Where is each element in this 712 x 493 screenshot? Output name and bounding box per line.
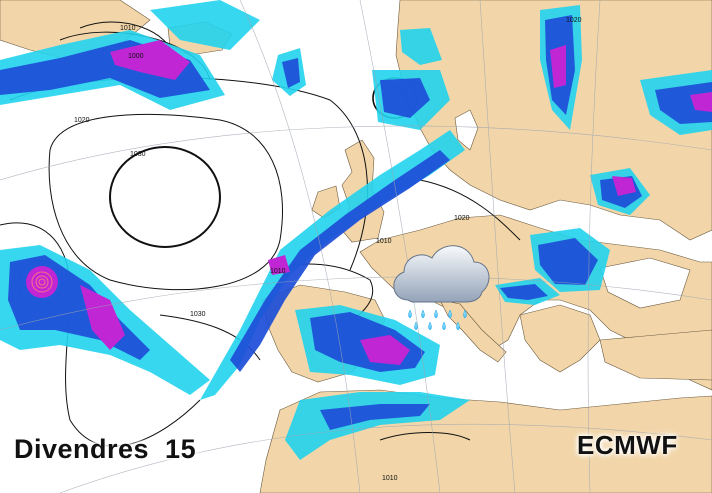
isobar-label: 1020 [74,117,90,124]
isobar-label: 1030 [190,311,206,318]
isobar-label: 1010 [270,268,286,275]
isobar-label: 1010 [382,475,398,482]
inland-seas [454,109,691,309]
isobar-labels: 1000 1010 1020 1020 1030 1010 1020 1010 … [74,17,582,482]
forecast-day-label: Divendres 15 [14,434,197,464]
isobar-label: 1030 [130,151,146,158]
cyclone-core [31,271,53,293]
isobar-label: 1010 [120,25,136,32]
isobar-label: 1020 [566,17,582,24]
model-name-label: ECMWF [577,430,678,460]
isobar-label: 1000 [128,53,144,60]
cloud-rain-icon [393,245,490,331]
isobar-label: 1010 [376,238,392,245]
isobar-label: 1020 [454,215,470,222]
precip-heavy [26,40,712,365]
